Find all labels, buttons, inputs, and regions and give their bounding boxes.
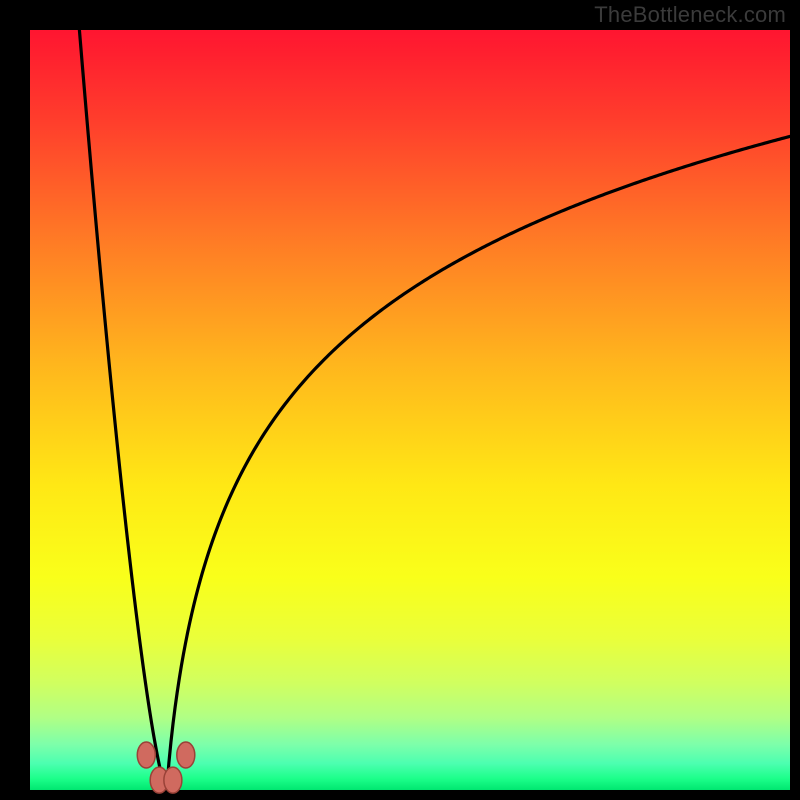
optimum-marker: [164, 767, 182, 793]
chart-container: TheBottleneck.com: [0, 0, 800, 800]
optimum-marker: [137, 742, 155, 768]
bottleneck-chart: [0, 0, 800, 800]
optimum-marker: [177, 742, 195, 768]
watermark-text: TheBottleneck.com: [594, 2, 786, 28]
